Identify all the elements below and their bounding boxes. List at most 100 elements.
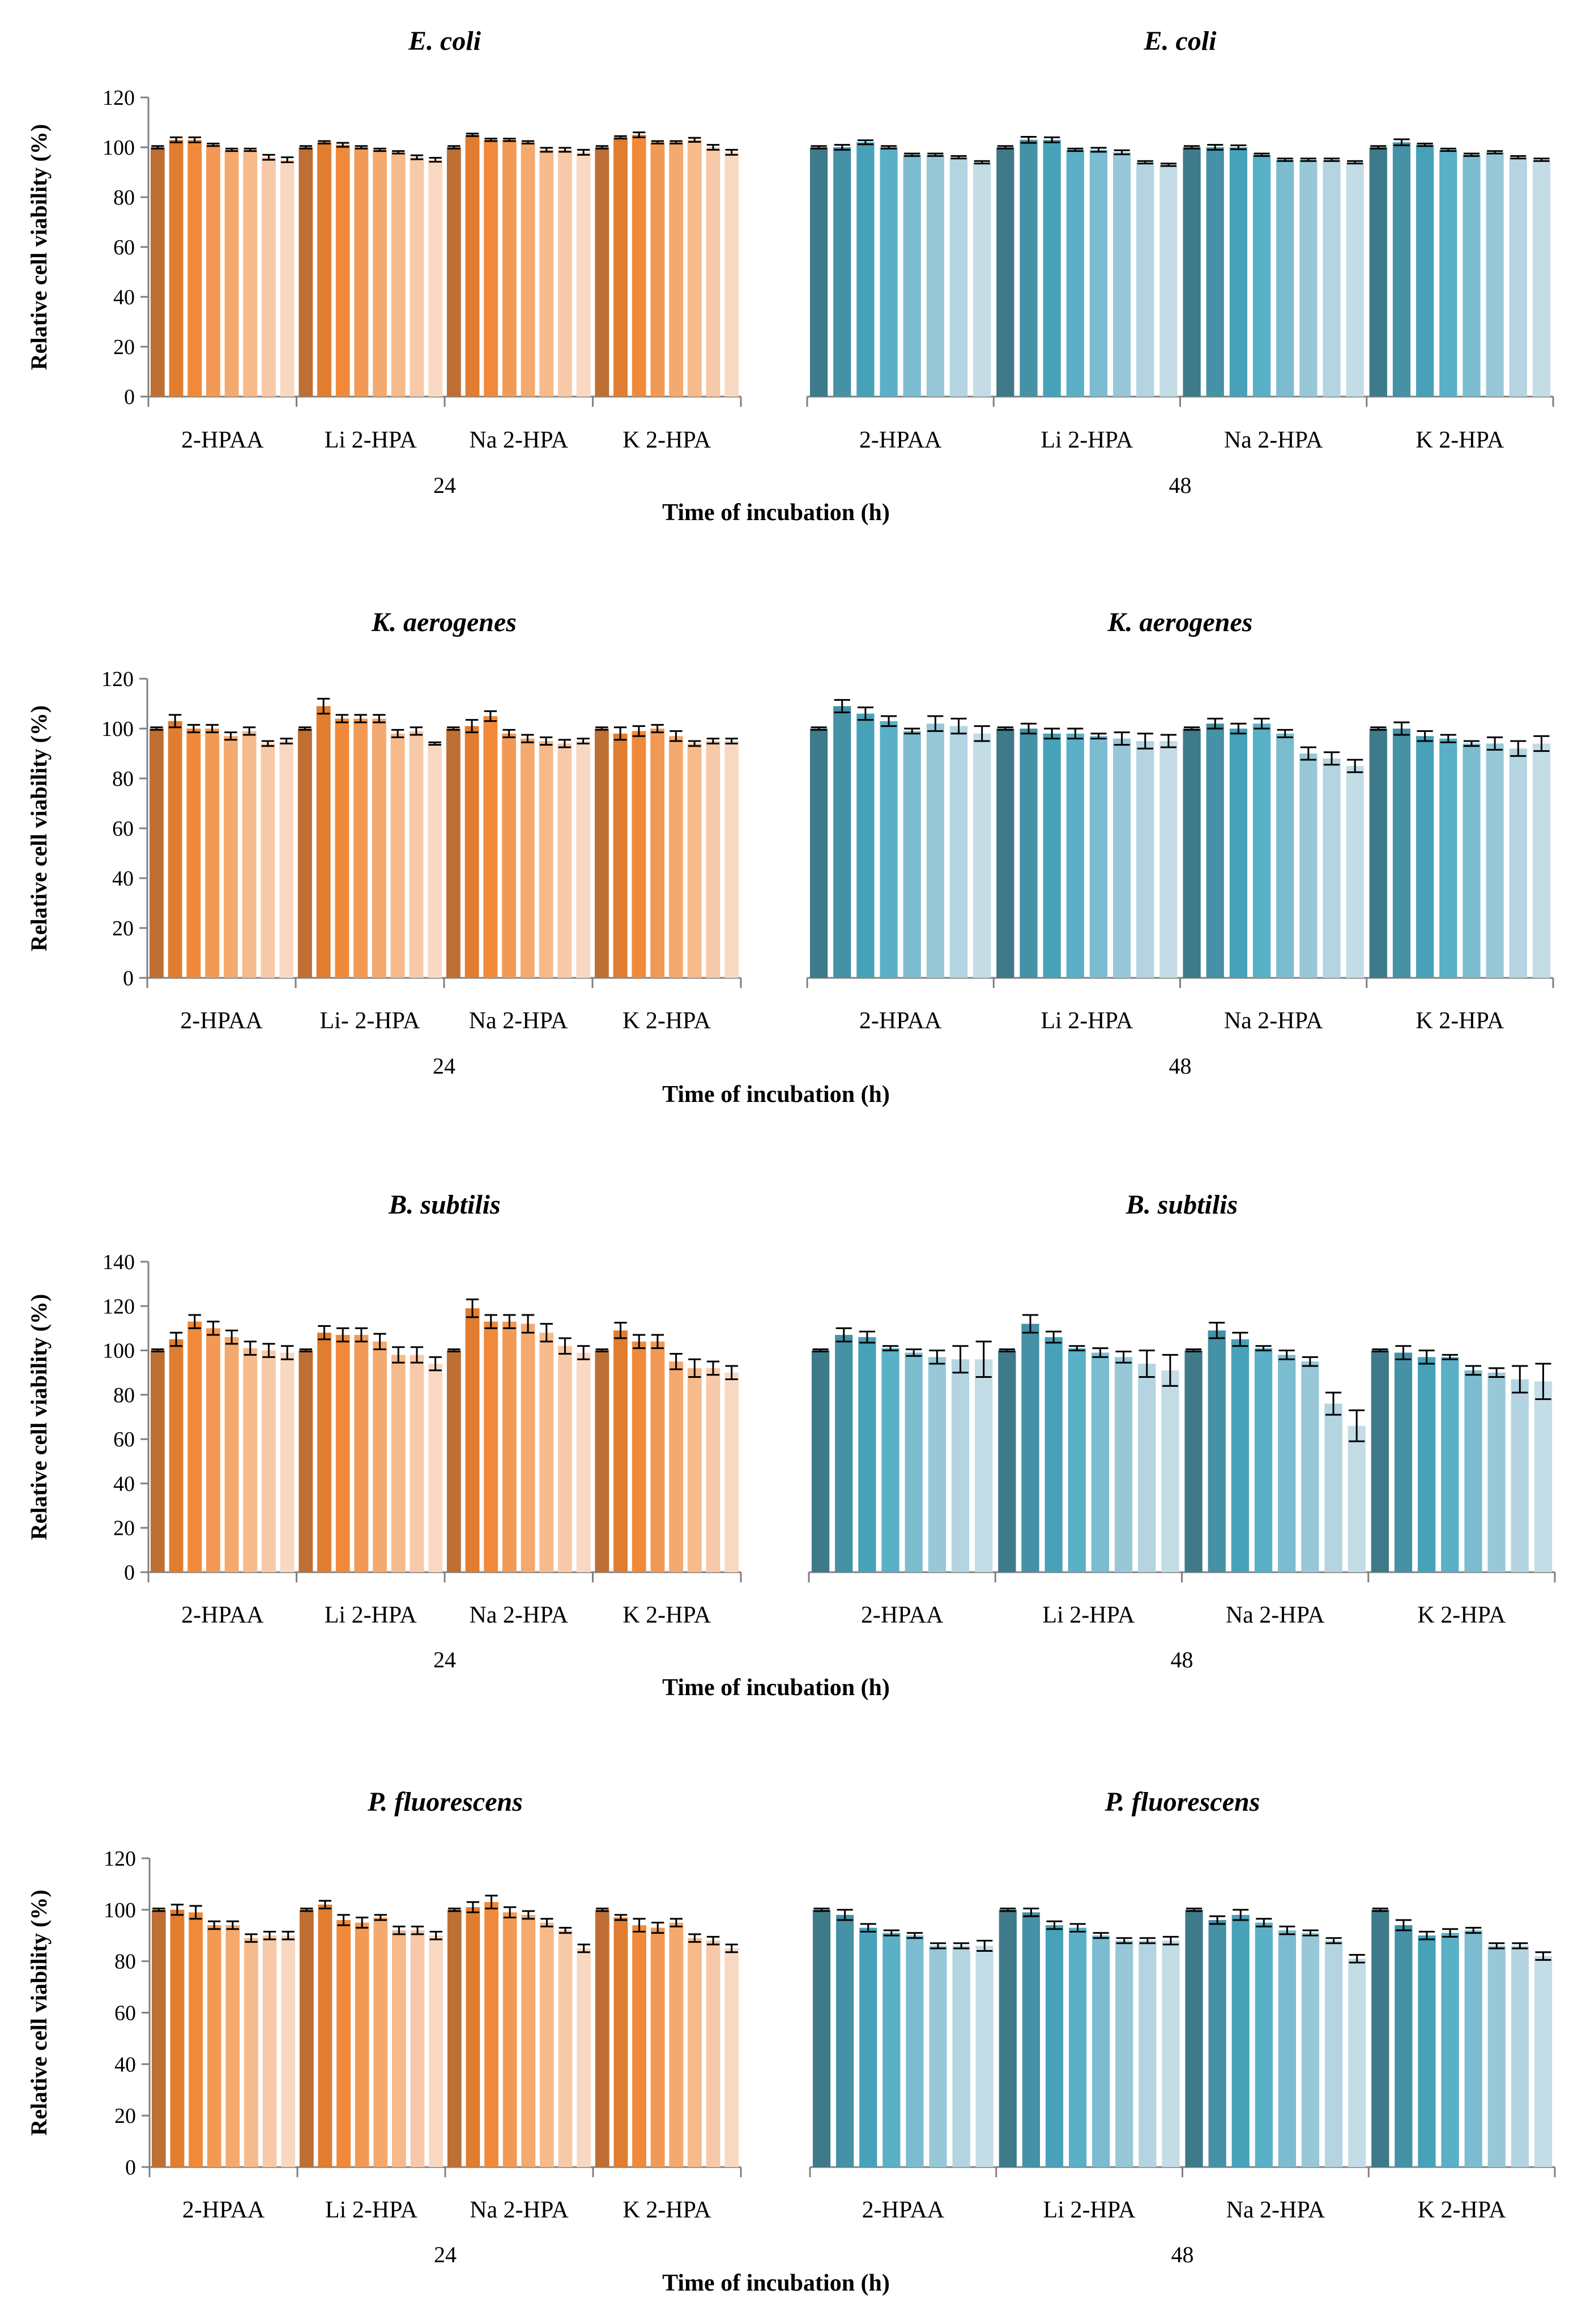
bar [428, 1364, 443, 1572]
bar [281, 1935, 296, 2167]
bar [391, 1355, 406, 1572]
bar [1020, 729, 1038, 978]
category-label: 2-HPAA [181, 427, 264, 453]
bar [811, 1350, 830, 1572]
bar [373, 150, 387, 397]
bar [484, 1902, 498, 2167]
bar [724, 1372, 739, 1572]
bar [1278, 1355, 1296, 1572]
bar [149, 729, 164, 978]
bar [1089, 736, 1108, 978]
bar [1323, 160, 1341, 397]
bar [1159, 741, 1178, 978]
y-tick-label: 140 [103, 1250, 135, 1274]
bar [1394, 1352, 1413, 1572]
bar [169, 1339, 184, 1572]
bar [1441, 1357, 1459, 1572]
bar [1184, 1350, 1203, 1572]
bar [521, 142, 535, 397]
bar [502, 139, 517, 397]
bar [1486, 152, 1504, 397]
bar [187, 1321, 202, 1572]
time-label: 48 [1169, 473, 1192, 498]
bar [244, 1938, 258, 2167]
bar [903, 155, 921, 397]
bar [1043, 733, 1061, 978]
bar [809, 147, 828, 397]
x-axis-title: Time of incubation (h) [662, 2270, 890, 2296]
bar [632, 1925, 646, 2167]
bar [996, 729, 1014, 978]
bar [1162, 1940, 1180, 2167]
bar [1066, 150, 1084, 397]
bar [928, 1357, 946, 1572]
panel-2-48h: B. subtilis 2-HPAA Li 2-HPA Na 2-HPA K 2-HPA… [808, 1190, 1556, 1672]
category-label: 2-HPAA [859, 1008, 942, 1034]
category-label: K 2-HPA [1418, 2197, 1507, 2223]
bar [1369, 147, 1387, 397]
bar [595, 1350, 609, 1572]
category-label: Li 2-HPA [1043, 2197, 1136, 2223]
bar [576, 741, 591, 978]
bar [1509, 157, 1527, 397]
bar [502, 1321, 517, 1572]
category-label: Na 2-HPA [1226, 1602, 1325, 1628]
y-tick-label: 60 [113, 236, 135, 259]
y-tick-label: 100 [103, 136, 135, 160]
bar [975, 1359, 993, 1572]
bar [1301, 1933, 1320, 2167]
bar [1068, 1927, 1087, 2167]
bar [858, 1337, 876, 1572]
bar [632, 731, 646, 978]
y-tick-label: 20 [112, 917, 134, 940]
y-tick-label: 100 [103, 1339, 135, 1363]
bar [355, 1922, 369, 2167]
bar [903, 731, 921, 978]
bar [540, 1922, 554, 2167]
bar [428, 160, 443, 397]
bar [833, 147, 851, 397]
bar [1395, 1925, 1413, 2167]
bar [539, 1333, 554, 1572]
bar [882, 1933, 901, 2167]
category-label: Li- 2-HPA [320, 1008, 421, 1034]
bar [484, 139, 498, 397]
bar [1092, 1935, 1110, 2167]
bar [1208, 1330, 1226, 1572]
bar [1534, 1381, 1553, 1572]
bar [724, 152, 739, 397]
bar [168, 721, 182, 978]
y-tick-label: 0 [124, 385, 135, 409]
bar [502, 1912, 517, 2167]
bar [1418, 1935, 1436, 2167]
y-tick-label: 40 [113, 1472, 135, 1496]
bar [1112, 152, 1131, 397]
bar [687, 1368, 702, 1572]
y-tick-label: 0 [123, 967, 134, 990]
bar [189, 1912, 203, 2167]
bar [1392, 142, 1411, 397]
bar [1369, 729, 1387, 978]
bar [316, 706, 331, 978]
bar [650, 1927, 665, 2167]
bar [1115, 1940, 1133, 2167]
bar [558, 150, 572, 397]
bar [1229, 147, 1248, 397]
time-label: 24 [434, 2242, 457, 2267]
bar [261, 743, 275, 978]
bar [809, 729, 828, 978]
bar [706, 1940, 720, 2167]
bar [206, 144, 220, 397]
bar [502, 733, 517, 978]
bar [706, 741, 720, 978]
bar [1114, 1357, 1133, 1572]
category-label: 2-HPAA [181, 1602, 264, 1628]
y-tick-label: 80 [113, 1384, 135, 1407]
bar [335, 1335, 350, 1572]
panel-title: B. subtilis [1125, 1190, 1238, 1220]
panel-0-48h: E. coli 2-HPAA Li 2-HPA Na 2-HPA K 2-HPA 48 [806, 26, 1554, 498]
panel-0-24h: E. coli 0 20 40 60 80 100 120 2-HPAA Li 2-HPA Na 2… [103, 26, 742, 498]
y-tick-label: 120 [101, 667, 134, 691]
bar [297, 729, 312, 978]
bar [973, 162, 991, 397]
